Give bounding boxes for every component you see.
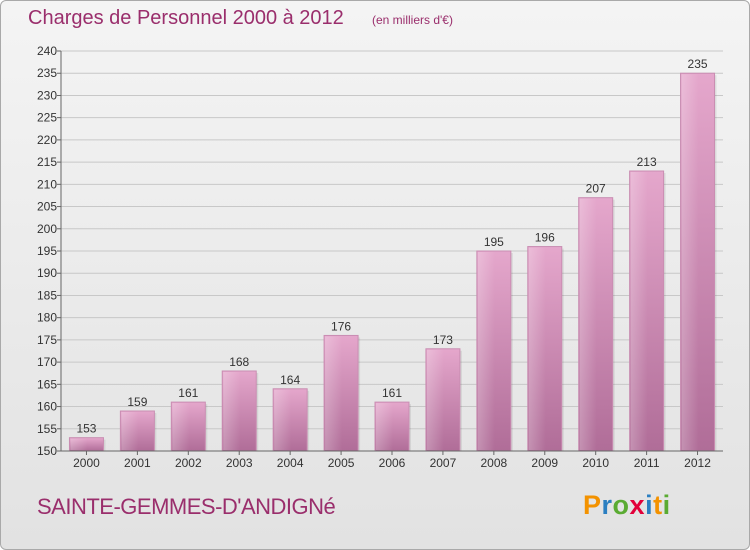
x-tick-label: 2001	[124, 456, 151, 470]
axes: 150 155 160 165 170 175 180 185 190 195 200 205 210 2…	[37, 44, 723, 470]
x-tick-label: 2004	[277, 456, 304, 470]
logo-letter: i	[662, 490, 671, 520]
logo-letter: x	[629, 490, 646, 520]
bar-highlight	[376, 403, 393, 450]
y-tick-label: 180	[37, 311, 57, 325]
x-tick-label: 2012	[684, 456, 711, 470]
x-tick-label: 2002	[175, 456, 202, 470]
y-tick-label: 190	[37, 266, 57, 280]
y-tick-label: 165	[37, 377, 57, 391]
x-tick-label: 2006	[379, 456, 406, 470]
data-label: 161	[178, 386, 198, 400]
y-tick-label: 235	[37, 66, 57, 80]
y-tick-label: 205	[37, 200, 57, 214]
data-label: 176	[331, 319, 351, 333]
y-tick-label: 230	[37, 88, 57, 102]
bar-highlight	[630, 172, 648, 450]
bar-highlight	[325, 336, 343, 450]
bar-highlight	[579, 198, 597, 450]
bar-highlight	[274, 389, 292, 450]
x-tick-label: 2011	[634, 456, 660, 470]
bar-highlight	[121, 412, 139, 450]
data-label: 195	[484, 235, 504, 249]
proxiti-logo: Proxiti	[583, 490, 671, 521]
logo-letter: t	[653, 490, 663, 520]
y-tick-label: 185	[37, 288, 57, 302]
x-tick-label: 2008	[480, 456, 507, 470]
y-tick-label: 210	[37, 177, 57, 191]
bar-highlight	[528, 247, 546, 450]
bar-highlight	[477, 252, 495, 450]
y-tick-label: 150	[37, 444, 57, 458]
data-label: 159	[127, 395, 147, 409]
x-tick-label: 2010	[582, 456, 609, 470]
logo-letter: P	[583, 490, 602, 520]
y-tick-label: 240	[37, 44, 57, 58]
data-label: 235	[688, 57, 708, 71]
x-tick-label: 2009	[531, 456, 558, 470]
bar-highlight	[426, 349, 444, 450]
chart-title: Charges de Personnel 2000 à 2012	[28, 7, 344, 29]
logo-letter: i	[645, 490, 654, 520]
data-label: 213	[637, 155, 657, 169]
logo-letter: r	[601, 490, 613, 520]
data-label: 168	[229, 355, 249, 369]
x-tick-label: 2000	[73, 456, 100, 470]
chart-unit-note: (en milliers d'€)	[372, 13, 453, 27]
y-tick-label: 170	[37, 355, 57, 369]
y-tick-label: 160	[37, 400, 57, 414]
bar-highlight	[681, 74, 699, 450]
bar-highlight	[223, 372, 241, 450]
y-tick-label: 200	[37, 222, 57, 236]
bar-highlight	[70, 438, 88, 450]
data-label: 153	[76, 422, 96, 436]
data-label: 173	[433, 333, 453, 347]
data-label: 196	[535, 231, 555, 245]
x-tick-label: 2005	[328, 456, 355, 470]
x-tick-label: 2003	[226, 456, 253, 470]
y-tick-label: 175	[37, 333, 57, 347]
logo-letter: o	[612, 490, 630, 520]
data-label: 161	[382, 386, 402, 400]
y-tick-label: 215	[37, 155, 57, 169]
data-label: 207	[586, 182, 606, 196]
y-tick-label: 155	[37, 422, 57, 436]
bars: 153 159 161 168 164 176 161 173 195 196 207 213 235	[68, 57, 717, 452]
y-tick-label: 225	[37, 111, 57, 125]
commune-name: SAINTE-GEMMES-D'ANDIGNé	[37, 494, 336, 519]
x-tick-label: 2007	[430, 456, 457, 470]
data-label: 164	[280, 373, 300, 387]
y-tick-label: 220	[37, 133, 57, 147]
y-tick-label: 195	[37, 244, 57, 258]
bar-highlight	[172, 403, 190, 450]
